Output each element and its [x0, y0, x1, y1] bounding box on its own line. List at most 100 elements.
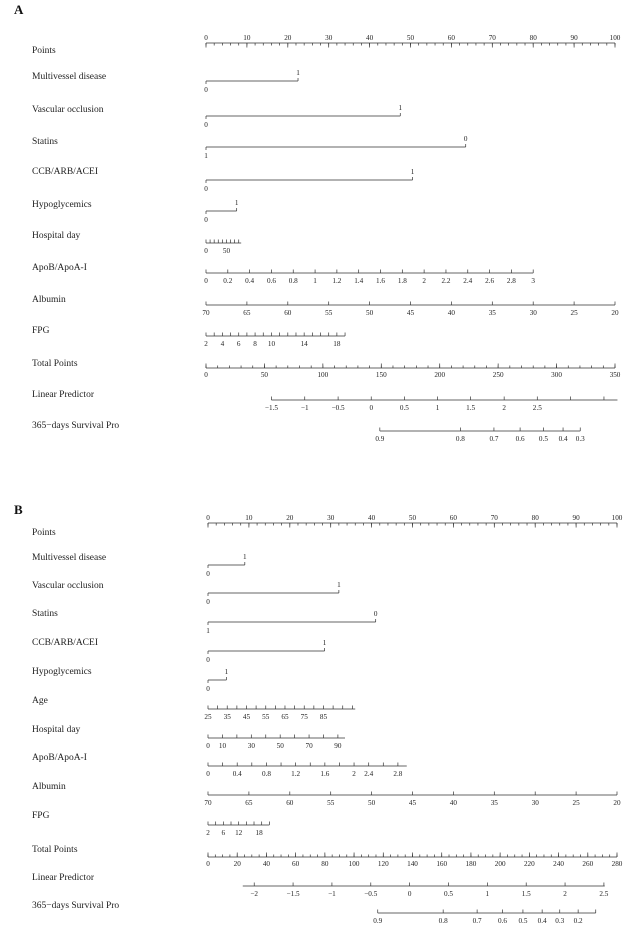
- tick-label: 2.4: [463, 277, 472, 285]
- tick-label: 45: [243, 713, 251, 721]
- level-label: 0: [204, 216, 208, 224]
- row-label: Statins: [32, 609, 58, 619]
- tick-label: 25: [204, 713, 212, 721]
- tick-label: 1.8: [398, 277, 407, 285]
- row-365-days-survival-pro: 365−days Survival Pro 0.9 0.8 0.7 0.6 0.5 0.4 0…: [32, 421, 585, 443]
- tick-label: 80: [321, 860, 329, 868]
- tick-label: 250: [493, 371, 504, 379]
- row-label: Hospital day: [32, 231, 81, 241]
- row-statins: Statins 1 0: [32, 609, 378, 635]
- tick-label: 0: [206, 770, 210, 778]
- tick-label: 14: [301, 340, 309, 348]
- tick-label: 300: [551, 371, 562, 379]
- tick-label: 50: [277, 742, 285, 750]
- row-points: Points 0 10 20 30 40 50 60 70 80 90 100: [32, 34, 621, 56]
- row-label: Linear Predictor: [32, 390, 95, 400]
- tick-label: 240: [553, 860, 564, 868]
- row-label: Hypoglycemics: [32, 200, 92, 210]
- tick-label: 45: [407, 309, 415, 317]
- row-label: Vascular occlusion: [32, 581, 104, 591]
- row-label: CCB/ARB/ACEI: [32, 167, 98, 177]
- tick-label: 350: [610, 371, 621, 379]
- level-label: 1: [235, 199, 239, 207]
- tick-label: 55: [325, 309, 333, 317]
- tick-label: 50: [407, 34, 415, 42]
- tick-label: 80: [530, 34, 538, 42]
- tick-label: 1: [313, 277, 317, 285]
- level-label: 1: [398, 104, 402, 112]
- tick-label: 20: [284, 34, 292, 42]
- level-label: 1: [206, 627, 210, 635]
- tick-label: 60: [292, 860, 300, 868]
- level-label: 1: [337, 581, 341, 589]
- tick-label: 220: [524, 860, 535, 868]
- tick-label: 160: [436, 860, 447, 868]
- row-albumin: Albumin 70 65 60 55 50 45 40 35 30 25 20: [32, 295, 619, 317]
- row-label: Albumin: [32, 782, 66, 792]
- tick-label: 0: [204, 371, 208, 379]
- level-label: 1: [204, 152, 208, 160]
- tick-label: 0.9: [373, 917, 382, 925]
- level-label: 1: [411, 168, 415, 176]
- row-total-points: Total Points 0 20 40 60 80 100 120 140 160 180 200 2…: [32, 845, 623, 868]
- row-total-points: Total Points 0 50 100 150 200 250 300 350: [32, 359, 621, 379]
- tick-label: 0: [204, 277, 208, 285]
- row-vascular-occlusion: Vascular occlusion 0 1: [32, 581, 341, 606]
- tick-label: 0: [204, 34, 208, 42]
- tick-label: 40: [366, 34, 374, 42]
- row-age: Age 25 35 45 55 65 75 85: [32, 696, 356, 721]
- row-label: CCB/ARB/ACEI: [32, 638, 98, 648]
- tick-label: 0.6: [516, 435, 525, 443]
- row-label: Age: [32, 696, 48, 706]
- tick-label: 1.4: [354, 277, 363, 285]
- tick-label: 80: [532, 514, 540, 522]
- row-hypoglycemics: Hypoglycemics 0 1: [32, 199, 239, 224]
- tick-label: 0.7: [473, 917, 482, 925]
- level-label: 0: [206, 570, 210, 578]
- tick-label: 150: [376, 371, 387, 379]
- tick-label: 100: [317, 371, 328, 379]
- tick-label: 0.8: [456, 435, 465, 443]
- row-label: 365−days Survival Pro: [32, 901, 119, 911]
- tick-label: 20: [234, 860, 242, 868]
- row-linear-predictor: Linear Predictor −1.5 −1 −0.5 0 0.5 1 1.5 2 2.5: [32, 390, 618, 412]
- tick-label: 10: [245, 514, 253, 522]
- row-fpg: FPG 2 4 6 8 10 14 18: [32, 326, 346, 348]
- row-label: FPG: [32, 811, 50, 821]
- row-label: FPG: [32, 326, 50, 336]
- level-label: 0: [464, 135, 468, 143]
- level-label: 0: [206, 598, 210, 606]
- level-label: 0: [374, 610, 378, 618]
- tick-label: 60: [448, 34, 456, 42]
- tick-label: 10: [219, 742, 227, 750]
- tick-label: 60: [286, 799, 294, 807]
- tick-label: 20: [286, 514, 294, 522]
- tick-label: 3: [531, 277, 535, 285]
- tick-label: 0.3: [576, 435, 585, 443]
- tick-label: 35: [489, 309, 497, 317]
- row-365-days-survival-pro: 365−days Survival Pro 0.9 0.8 0.7 0.6 0.5 0.4 0…: [32, 901, 597, 925]
- row-fpg: FPG 2 6 12 18: [32, 811, 270, 837]
- tick-label: 1: [436, 404, 440, 412]
- row-ccb-arb-acei: CCB/ARB/ACEI 0 1: [32, 638, 327, 664]
- tick-label: 1: [486, 890, 490, 898]
- tick-label: 2.8: [507, 277, 516, 285]
- tick-label: 70: [204, 799, 212, 807]
- tick-label: 0.6: [498, 917, 507, 925]
- level-label: 1: [225, 668, 229, 676]
- tick-label: 2.2: [441, 277, 450, 285]
- tick-label: 0.4: [559, 435, 568, 443]
- row-apob-apoa-i: ApoB/ApoA-I 0 0.2 0.4 0.6 0.8 1 1.2 1.4 1.6 1.8 2 2.…: [32, 263, 535, 285]
- tick-label: 2: [352, 770, 356, 778]
- tick-label: 0.4: [538, 917, 547, 925]
- tick-label: 0.5: [444, 890, 453, 898]
- tick-label: 0.2: [223, 277, 232, 285]
- tick-label: 0.5: [518, 917, 527, 925]
- tick-label: 2: [422, 277, 426, 285]
- tick-label: 1.6: [320, 770, 329, 778]
- tick-label: 6: [222, 829, 226, 837]
- tick-label: 8: [253, 340, 257, 348]
- tick-label: 50: [261, 371, 269, 379]
